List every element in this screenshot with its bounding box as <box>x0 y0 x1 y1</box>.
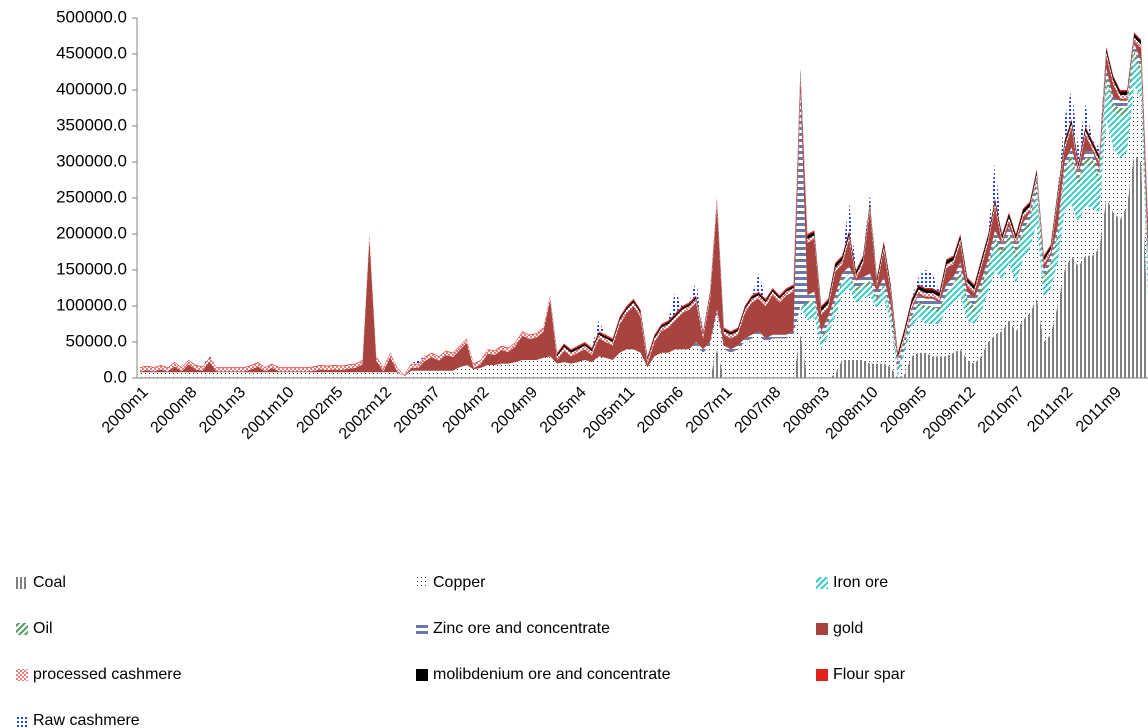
legend-label: processed cashmere <box>33 666 182 683</box>
legend-swatch <box>16 577 28 589</box>
area <box>140 154 1148 378</box>
x-tick-label: 2000m1 <box>99 384 152 437</box>
y-tick-label: 250000.0 <box>56 187 127 206</box>
legend-label: Copper <box>433 574 486 591</box>
x-tick-label: 2002m12 <box>336 384 395 443</box>
legend-swatch <box>816 623 828 635</box>
x-tick-label: 2009m12 <box>920 384 979 443</box>
x-tick-label: 2000m8 <box>148 384 201 437</box>
x-tick-label: 2004m9 <box>488 384 541 437</box>
y-tick-label: 450000.0 <box>56 43 127 62</box>
x-tick-label: 2008m10 <box>823 384 882 443</box>
x-tick-label: 2007m1 <box>683 384 736 437</box>
legend-label: Flour spar <box>833 666 906 683</box>
legend-label: Coal <box>33 574 66 591</box>
x-tick-label: 2001m10 <box>239 384 298 443</box>
legend: Coal Copper Iron ore Oil Zinc ore and concen… <box>16 574 906 728</box>
x-tick-label: 2005m11 <box>580 384 638 442</box>
y-tick-label: 50000.0 <box>66 331 127 350</box>
y-tick-label: 400000.0 <box>56 79 127 98</box>
x-tick-label: 2003m7 <box>391 384 444 437</box>
x-tick-label: 2011m2 <box>1024 384 1076 436</box>
x-tick-label: 2006m6 <box>634 384 687 437</box>
x-tick-label: 2010m7 <box>975 384 1028 437</box>
x-tick-label: 2007m8 <box>732 384 785 437</box>
y-tick-label: 300000.0 <box>56 151 127 170</box>
legend-label: Iron ore <box>833 574 888 591</box>
legend-label: Raw cashmere <box>33 712 140 728</box>
legend-swatch <box>416 577 428 589</box>
legend-label: Oil <box>33 620 53 637</box>
legend-swatch <box>16 623 28 635</box>
legend-swatch <box>416 623 428 635</box>
y-tick-label: 350000.0 <box>56 115 127 134</box>
y-tick-label: 150000.0 <box>56 259 127 278</box>
legend-label: gold <box>833 620 863 637</box>
y-tick-label: 0.0 <box>103 367 127 386</box>
legend-swatch <box>816 577 828 589</box>
y-tick-label: 100000.0 <box>56 295 127 314</box>
legend-swatch <box>816 669 828 681</box>
legend-swatch <box>416 669 428 681</box>
y-tick-label: 500000.0 <box>56 7 127 26</box>
legend-label: molibdenium ore and concentrate <box>433 666 671 683</box>
plot-area <box>140 32 1148 379</box>
axes: 0.0 50000.0 100000.0 150000.0 200000.0 250000… <box>56 7 1148 443</box>
x-tick-label: 2011m9 <box>1073 384 1125 436</box>
legend-swatch <box>16 669 28 681</box>
y-tick-label: 200000.0 <box>56 223 127 242</box>
legend-swatch <box>16 715 28 727</box>
legend-label: Zinc ore and concentrate <box>433 620 610 637</box>
x-tick-label: 2004m2 <box>440 384 493 437</box>
